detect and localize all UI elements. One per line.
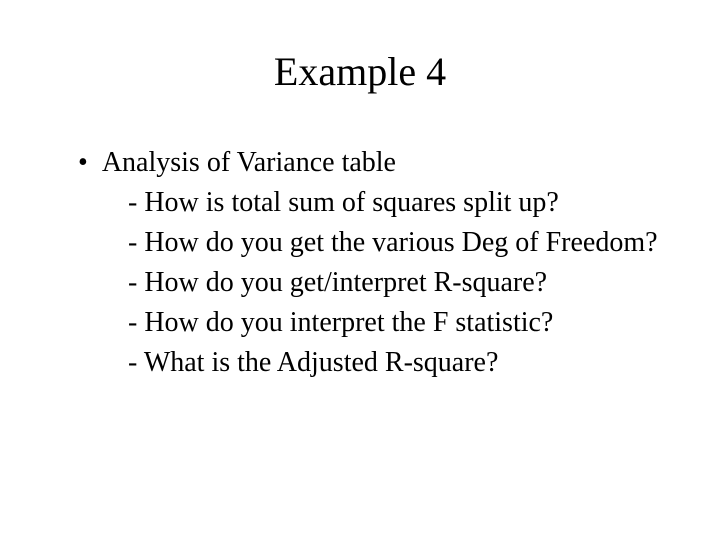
sub-item: - How do you get/interpret R-square? [128, 263, 660, 303]
slide-title: Example 4 [60, 48, 660, 95]
bullet-marker-icon: • [78, 143, 88, 183]
sub-item: - How do you get the various Deg of Free… [128, 223, 660, 263]
slide-container: Example 4 • Analysis of Variance table -… [0, 0, 720, 540]
sub-item-list: - How is total sum of squares split up? … [60, 183, 660, 383]
sub-item: - What is the Adjusted R-square? [128, 343, 660, 383]
sub-item: - How do you interpret the F statistic? [128, 303, 660, 343]
sub-item: - How is total sum of squares split up? [128, 183, 660, 223]
bullet-item: • Analysis of Variance table [60, 143, 660, 183]
bullet-heading: Analysis of Variance table [102, 143, 396, 183]
